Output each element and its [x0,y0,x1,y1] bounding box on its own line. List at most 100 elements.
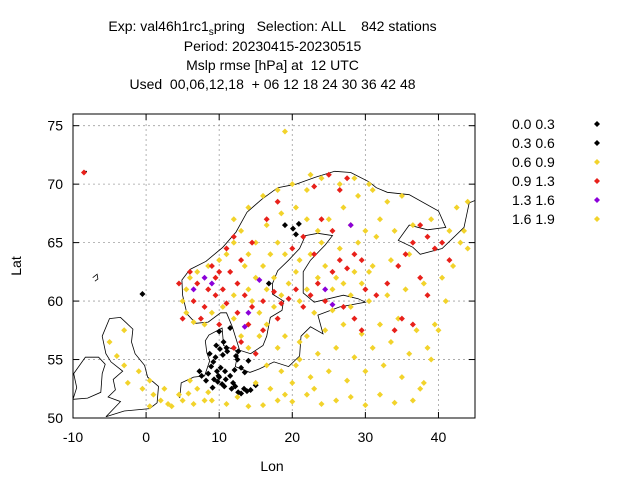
station-point [340,303,347,310]
station-point [190,319,197,326]
station-point [303,216,310,223]
station-point [464,245,471,252]
station-point [245,309,252,316]
station-point [281,333,288,340]
station-point [285,280,292,287]
station-point [362,286,369,293]
station-point [230,344,237,351]
x-tick-label: 30 [358,429,374,445]
station-point [139,385,146,392]
station-point [417,222,424,229]
x-tick-label: 10 [211,429,227,445]
station-point [256,333,263,340]
legend-label: 0.0 0.3 [512,116,555,132]
station-point [289,379,296,386]
station-point [362,227,369,234]
station-point [439,239,446,246]
station-point [196,368,203,375]
station-point [252,379,259,386]
station-point [344,377,351,384]
station-point [121,327,128,334]
station-point [351,315,358,322]
station-point [201,274,208,281]
station-point [435,327,442,334]
station-point [256,309,263,316]
station-point [212,292,219,299]
station-point [424,233,431,240]
station-point [333,344,340,351]
station-point [222,368,229,375]
station-point [322,298,329,305]
station-point [289,245,296,252]
station-point [281,222,288,229]
station-point [314,274,321,281]
station-point [336,257,343,264]
station-point [274,239,281,246]
y-axis-label: Lat [8,256,24,276]
legend-label: 0.6 0.9 [512,154,555,170]
station-point [208,363,215,370]
coastline-path [73,356,106,400]
station-point [139,291,146,298]
axis-ticks: -10 0 10 20 30 40 50 55 60 65 70 75 [47,114,475,445]
station-point [168,403,175,410]
station-point [311,309,318,316]
station-point [446,257,453,264]
station-point [230,239,237,246]
station-point [124,379,131,386]
station-point [358,327,365,334]
station-point [263,321,270,328]
station-point [292,268,299,275]
station-point [347,393,354,400]
station-point [333,274,340,281]
station-point [219,303,226,310]
station-point [278,292,285,299]
station-point [203,377,210,384]
station-point [329,268,336,275]
station-point [439,274,446,281]
data-points [80,128,471,410]
y-tick-label: 60 [47,293,63,309]
station-point [274,187,281,193]
chart-title-line-3: Mslp rmse [hPa] at 12 UTC [186,57,359,73]
station-point [135,368,142,375]
station-point [295,220,302,227]
station-point [150,391,157,398]
station-point [281,128,288,135]
station-point [183,309,190,316]
station-point [234,280,241,287]
station-point [267,385,274,392]
station-point [245,286,252,293]
station-point [227,372,234,379]
station-point [307,374,314,381]
station-point [318,400,325,407]
station-point [238,364,245,371]
station-point [413,327,420,334]
station-point [216,328,223,335]
station-point [201,321,208,328]
station-point [238,227,245,234]
legend-marker [594,159,600,165]
grid-lines [73,114,475,418]
station-point [391,327,398,334]
title-line-1-subscript: s [208,26,214,38]
station-point [179,298,186,305]
station-point [318,175,325,182]
station-point [391,227,398,234]
station-point [175,280,182,287]
station-point [322,286,329,293]
station-point [238,339,245,345]
station-point [395,263,402,269]
station-point [351,175,358,182]
station-point [252,350,259,357]
station-point [398,374,405,381]
station-point [206,350,213,357]
station-point [351,251,358,258]
station-point [336,181,343,188]
station-point [179,315,186,322]
station-point [380,362,387,369]
station-point [260,402,267,409]
station-point [387,339,394,345]
legend: 0.0 0.3 0.3 0.6 0.6 0.9 0.9 1.3 1.3 1.6 1.6 1… [512,116,600,227]
station-point [292,286,299,293]
